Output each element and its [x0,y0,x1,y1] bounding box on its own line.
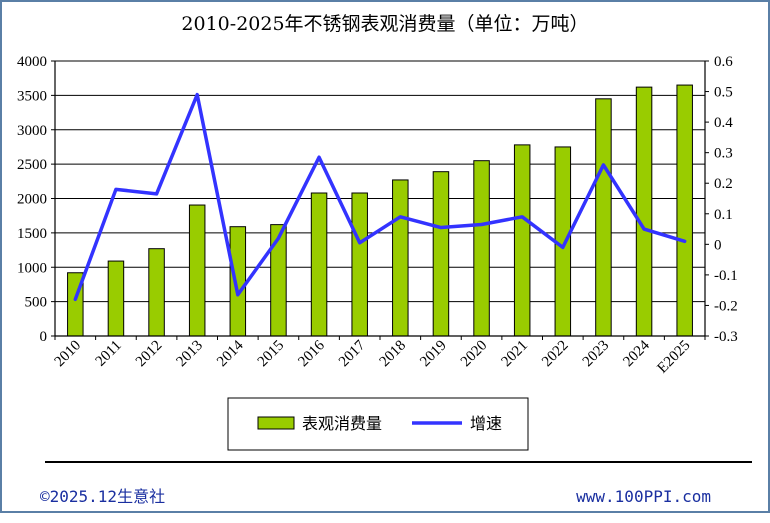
x-tick-label: 2017 [336,337,369,370]
left-tick-label: 0 [40,329,48,345]
left-tick-label: 500 [25,295,48,311]
footer-website: www.100PPI.com [576,487,711,506]
bar [229,226,247,337]
x-tick-label: 2015 [255,338,288,371]
left-tick-label: 1500 [17,226,47,242]
bar [635,86,653,337]
bar [188,204,206,337]
x-tick-label: 2023 [580,338,613,371]
chart-title: 2010-2025年不锈钢表观消费量（单位：万吨） [181,13,588,35]
bar [392,179,409,337]
x-tick-label: 2020 [458,338,491,371]
left-tick-label: 2000 [17,192,47,208]
x-tick-label: 2010 [52,338,85,371]
right-tick-label: 0.5 [714,85,733,101]
bar [473,160,490,337]
right-tick-label: 0.6 [714,54,733,70]
x-tick-label: 2012 [133,338,166,371]
x-tick-label: 2019 [417,338,450,371]
right-tick-label: -0.3 [714,329,738,345]
right-tick-label: 0.4 [714,115,733,131]
legend-line-label: 增速 [470,414,502,433]
bar [310,192,328,337]
bar [513,144,531,337]
right-tick-label: -0.1 [714,268,738,284]
right-tick-label: 0.2 [714,176,733,192]
x-tick-label: 2013 [173,338,206,371]
legend-bar-label: 表观消费量 [302,414,382,433]
bars [67,84,693,337]
bar [270,224,287,337]
bar [676,84,693,337]
left-tick-label: 3500 [17,88,47,104]
growth-line [73,92,687,302]
right-axis-ticks: -0.3 -0.2 -0.1 0 0.1 0.2 0.3 0.4 0.5 0.6 [714,54,738,345]
x-tick-label: 2024 [620,337,653,370]
left-tick-label: 2500 [17,157,47,173]
footer-copyright: ©2025.12生意社 [40,487,165,506]
growth-line-layer [73,92,687,302]
x-tick-label: 2011 [93,338,125,370]
x-tick-label: 2021 [498,338,531,371]
legend: 表观消费量 增速 [227,397,529,451]
bar [148,248,165,337]
x-tick-label: 2016 [295,337,328,370]
bar [107,260,125,337]
right-tick-label: 0 [714,237,722,253]
x-tick-label: 2018 [377,338,410,371]
legend-bar-swatch [257,416,295,430]
right-tick-label: 0.1 [714,207,733,223]
bar [351,192,368,337]
x-tick-label: 2014 [214,337,247,370]
left-tick-label: 1000 [17,260,47,276]
left-tick-label: 4000 [17,54,47,70]
bar [595,98,612,337]
right-tick-label: 0.3 [714,146,733,162]
right-tick-label: -0.2 [714,298,738,314]
bar [432,171,450,337]
left-axis-ticks: 0 500 1000 1500 2000 2500 3000 3500 4000 [17,54,47,345]
left-tick-label: 3000 [17,123,47,139]
axes [51,60,709,340]
x-tick-label: E2025 [655,338,694,377]
x-tick-label: 2022 [539,338,572,371]
x-axis-ticks: 2010 2011 2012 2013 2014 2015 2016 2017 2018 2019… [52,337,694,376]
